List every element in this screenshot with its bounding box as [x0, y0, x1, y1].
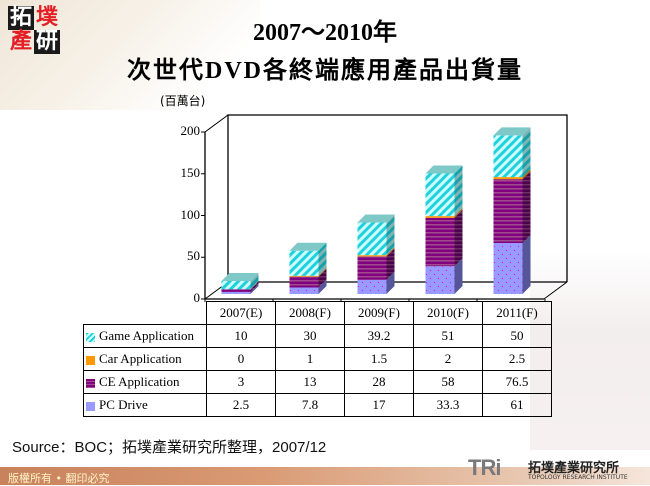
bar-2009(F): [357, 214, 395, 294]
logo-char: 產: [9, 29, 32, 54]
legend-label: Car Application: [99, 351, 182, 366]
row-label: Car Application: [83, 347, 207, 371]
table-cell: 10: [206, 324, 276, 348]
copyright-text: 版權所有 • 翻印必究: [8, 472, 110, 485]
table-row-game: Game Application 10 30 39.2 51 50: [83, 324, 552, 348]
table-cell: 1.5: [344, 347, 414, 371]
y-tick-label: 200: [180, 123, 201, 138]
table-cell: 76.5: [482, 370, 552, 394]
legend-swatch-ce-icon: [86, 378, 95, 388]
page-title-line1: 2007～2010年: [253, 20, 397, 46]
tri-footer-logo: TRi 拓墣產業研究所 TOPOLOGY RESEARCH INSTITUTE: [468, 455, 648, 485]
table-corner: [84, 302, 207, 325]
column-header: 2007(E): [206, 301, 276, 325]
table-cell: 51: [413, 324, 483, 348]
table-cell: 2.5: [482, 347, 552, 371]
y-tick-label: 0: [193, 290, 201, 305]
table-cell: 2: [413, 347, 483, 371]
logo-char: 拓: [8, 5, 34, 30]
table-cell: 50: [482, 324, 552, 348]
bar-2007(E): [221, 273, 259, 294]
legend-label: CE Application: [99, 374, 180, 389]
table-cell: 3: [206, 370, 276, 394]
table-cell: 58: [413, 370, 483, 394]
column-header: 2009(F): [344, 301, 414, 325]
source-note: Source：BOC；拓墣產業研究所整理，2007/12: [12, 439, 327, 456]
header-background: [0, 0, 260, 110]
legend-label: Game Application: [99, 328, 194, 343]
tri-corner-logo: 拓 墣 產 研: [8, 6, 64, 56]
page-title-line2: 次世代DVD各終端應用產品出貨量: [127, 58, 523, 84]
bar-2008(F): [289, 242, 327, 294]
table-cell: 7.8: [275, 393, 345, 417]
table-cell: 13: [275, 370, 345, 394]
y-tick-label: 100: [180, 206, 201, 222]
logo-char: 研: [34, 29, 60, 54]
table-cell: 2.5: [206, 393, 276, 417]
bar-2011(F): [493, 127, 531, 294]
row-label: CE Application: [83, 370, 207, 394]
table-header-row: 2007(E) 2008(F) 2009(F) 2010(F) 2011(F): [84, 301, 552, 325]
data-table: 2007(E) 2008(F) 2009(F) 2010(F) 2011(F) …: [83, 301, 552, 417]
logo-char: 墣: [35, 5, 58, 30]
y-tick-label: 150: [180, 164, 201, 180]
row-label: PC Drive: [83, 393, 207, 417]
table-cell: 0: [206, 347, 276, 371]
row-label: Game Application: [83, 324, 207, 348]
legend-swatch-pc-icon: [86, 401, 95, 411]
chart-bars: [221, 127, 531, 294]
legend-swatch-game-icon: [86, 332, 95, 342]
table-cell: 39.2: [344, 324, 414, 348]
table-row-pc: PC Drive 2.5 7.8 17 33.3 61: [83, 393, 552, 417]
column-header: 2010(F): [413, 301, 483, 325]
tri-logo-english: TOPOLOGY RESEARCH INSTITUTE: [528, 474, 628, 481]
tri-logo-chinese: 拓墣產業研究所: [528, 461, 620, 476]
chart-frame: [201, 114, 568, 302]
table-cell: 17: [344, 393, 414, 417]
table-cell: 30: [275, 324, 345, 348]
footer-bar: [0, 467, 650, 485]
column-header: 2008(F): [275, 301, 345, 325]
table-row-car: Car Application 0 1 1.5 2 2.5: [83, 347, 552, 371]
bar-2010(F): [425, 165, 463, 294]
y-tick-label: 50: [187, 248, 200, 264]
y-axis-unit-label: (百萬台): [160, 94, 206, 108]
table-cell: 28: [344, 370, 414, 394]
table-cell: 1: [275, 347, 345, 371]
table-cell: 33.3: [413, 393, 483, 417]
column-header: 2011(F): [482, 301, 552, 325]
table-row-ce: CE Application 3 13 28 58 76.5: [83, 370, 552, 394]
tri-logo-letters: TRi: [468, 455, 501, 480]
table-cell: 61: [482, 393, 552, 417]
legend-label: PC Drive: [99, 397, 148, 412]
legend-swatch-car-icon: [86, 355, 95, 365]
